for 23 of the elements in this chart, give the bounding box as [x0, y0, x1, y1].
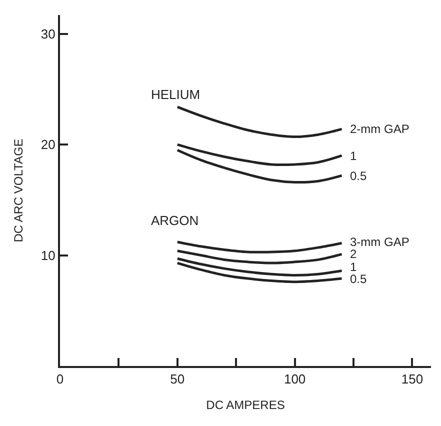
line-series	[176, 240, 344, 254]
x-axis-title: DC AMPERES	[206, 398, 285, 412]
y-tick-label: 20	[40, 137, 56, 152]
y-tick-label: 10	[40, 248, 56, 263]
line-series	[176, 250, 344, 264]
x-tick-label: 0	[56, 372, 64, 387]
x-tick-label: 150	[401, 372, 424, 387]
annotation: ARGON	[151, 213, 199, 228]
series-label: 3-mm GAP	[350, 235, 410, 249]
line-series	[176, 106, 344, 138]
series-label: 0.5	[350, 169, 368, 183]
series-label: 2-mm GAP	[350, 122, 410, 136]
x-tick-label: 100	[284, 372, 306, 387]
x-tick-label: 50	[170, 372, 185, 387]
series-label: 1	[350, 149, 357, 163]
line-series	[176, 148, 344, 184]
annotation: HELIUM	[151, 87, 200, 102]
line-series	[176, 143, 344, 166]
series-label: 1	[350, 260, 357, 274]
series-label: 0.5	[350, 272, 368, 286]
y-tick-label: 30	[40, 26, 56, 42]
y-axis-title: DC ARC VOLTAGE	[12, 138, 26, 242]
series-label: 2	[350, 247, 357, 261]
